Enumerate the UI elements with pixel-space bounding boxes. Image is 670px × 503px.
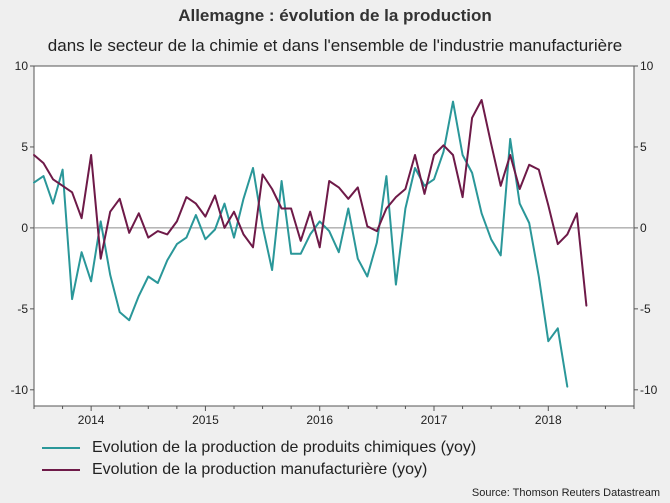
- chart-title: Allemagne : évolution de la production: [178, 6, 492, 25]
- y-tick-left-label: -10: [11, 383, 29, 397]
- x-tick-label: 2014: [78, 413, 105, 427]
- legend-label-manufacturing: Evolution de la production manufacturièr…: [92, 461, 428, 478]
- y-tick-left-label: 0: [21, 221, 28, 235]
- y-tick-left-label: -5: [17, 302, 28, 316]
- x-tick-label: 2015: [192, 413, 219, 427]
- y-tick-left-label: 5: [21, 140, 28, 154]
- chart-subtitle: dans le secteur de la chimie et dans l'e…: [47, 36, 623, 55]
- legend-item-manufacturing: Evolution de la production manufacturièr…: [42, 459, 476, 481]
- legend-swatch-manufacturing: [42, 469, 80, 471]
- legend-swatch-chemicals: [42, 447, 80, 449]
- y-tick-left-label: 10: [15, 59, 29, 73]
- legend-label-chemicals: Evolution de la production de produits c…: [92, 439, 477, 456]
- y-tick-right-label: -5: [640, 302, 651, 316]
- series-line-chemicals: [33, 100, 569, 388]
- y-tick-right-label: 10: [640, 59, 654, 73]
- y-tick-right-label: 0: [640, 221, 647, 235]
- series-line-manufacturing: [33, 99, 588, 307]
- y-tick-right-label: -10: [640, 383, 658, 397]
- x-tick-label: 2016: [306, 413, 333, 427]
- legend: Evolution de la production de produits c…: [42, 437, 476, 481]
- x-tick-label: 2018: [535, 413, 562, 427]
- x-tick-label: 2017: [421, 413, 448, 427]
- source-note: Source: Thomson Reuters Datastream: [471, 487, 660, 499]
- plot-area: [33, 65, 635, 407]
- legend-item-chemicals: Evolution de la production de produits c…: [42, 437, 476, 459]
- y-tick-right-label: 5: [640, 140, 647, 154]
